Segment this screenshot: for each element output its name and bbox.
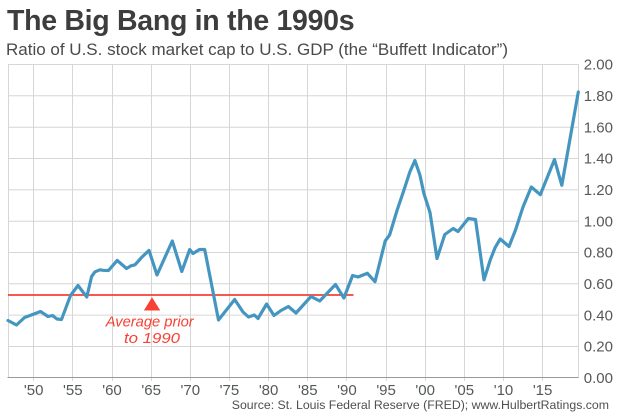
svg-text:'65: '65 xyxy=(141,382,161,399)
svg-text:'75: '75 xyxy=(220,382,240,399)
svg-text:Average prior: Average prior xyxy=(105,313,195,330)
svg-text:2.00: 2.00 xyxy=(584,57,613,74)
svg-text:'15: '15 xyxy=(533,382,553,399)
svg-text:'70: '70 xyxy=(181,382,201,399)
svg-text:'10: '10 xyxy=(494,382,514,399)
svg-text:0.80: 0.80 xyxy=(584,245,613,262)
svg-text:'55: '55 xyxy=(63,382,83,399)
svg-text:1.80: 1.80 xyxy=(584,88,613,105)
svg-text:0.20: 0.20 xyxy=(584,339,613,356)
svg-text:1.00: 1.00 xyxy=(584,213,613,230)
svg-text:'85: '85 xyxy=(298,382,318,399)
svg-text:0.00: 0.00 xyxy=(584,370,613,387)
svg-text:'95: '95 xyxy=(376,382,396,399)
svg-text:to 1990: to 1990 xyxy=(124,330,181,347)
svg-text:'05: '05 xyxy=(455,382,475,399)
svg-text:0.40: 0.40 xyxy=(584,307,613,324)
svg-text:'50: '50 xyxy=(24,382,44,399)
svg-text:1.60: 1.60 xyxy=(584,119,613,136)
svg-text:'80: '80 xyxy=(259,382,279,399)
svg-text:'00: '00 xyxy=(415,382,435,399)
svg-text:'60: '60 xyxy=(102,382,122,399)
svg-text:'90: '90 xyxy=(337,382,357,399)
svg-text:0.60: 0.60 xyxy=(584,276,613,293)
svg-text:1.20: 1.20 xyxy=(584,182,613,199)
svg-text:1.40: 1.40 xyxy=(584,151,613,168)
